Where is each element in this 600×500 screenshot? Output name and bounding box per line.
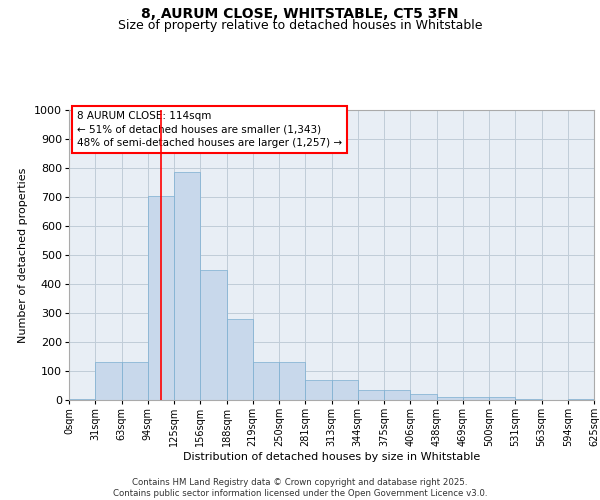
Bar — [358, 390, 384, 400]
Bar — [331, 380, 358, 400]
Text: 8, AURUM CLOSE, WHITSTABLE, CT5 3FN: 8, AURUM CLOSE, WHITSTABLE, CT5 3FN — [141, 8, 459, 22]
Bar — [463, 397, 489, 400]
Y-axis label: Number of detached properties: Number of detached properties — [19, 168, 29, 342]
Bar — [95, 362, 121, 400]
Text: Size of property relative to detached houses in Whitstable: Size of property relative to detached ho… — [118, 18, 482, 32]
Bar — [410, 394, 437, 400]
Bar — [174, 172, 200, 400]
X-axis label: Distribution of detached houses by size in Whitstable: Distribution of detached houses by size … — [183, 452, 480, 462]
Bar — [69, 398, 95, 400]
Bar — [515, 398, 542, 400]
Bar — [253, 362, 279, 400]
Bar — [437, 397, 463, 400]
Bar — [568, 398, 594, 400]
Bar — [305, 380, 331, 400]
Text: Contains HM Land Registry data © Crown copyright and database right 2025.
Contai: Contains HM Land Registry data © Crown c… — [113, 478, 487, 498]
Bar — [384, 390, 410, 400]
Bar — [227, 319, 253, 400]
Bar — [200, 270, 227, 400]
Text: 8 AURUM CLOSE: 114sqm
← 51% of detached houses are smaller (1,343)
48% of semi-d: 8 AURUM CLOSE: 114sqm ← 51% of detached … — [77, 112, 342, 148]
Bar — [148, 196, 174, 400]
Bar — [279, 362, 305, 400]
Bar — [489, 397, 515, 400]
Bar — [121, 362, 148, 400]
